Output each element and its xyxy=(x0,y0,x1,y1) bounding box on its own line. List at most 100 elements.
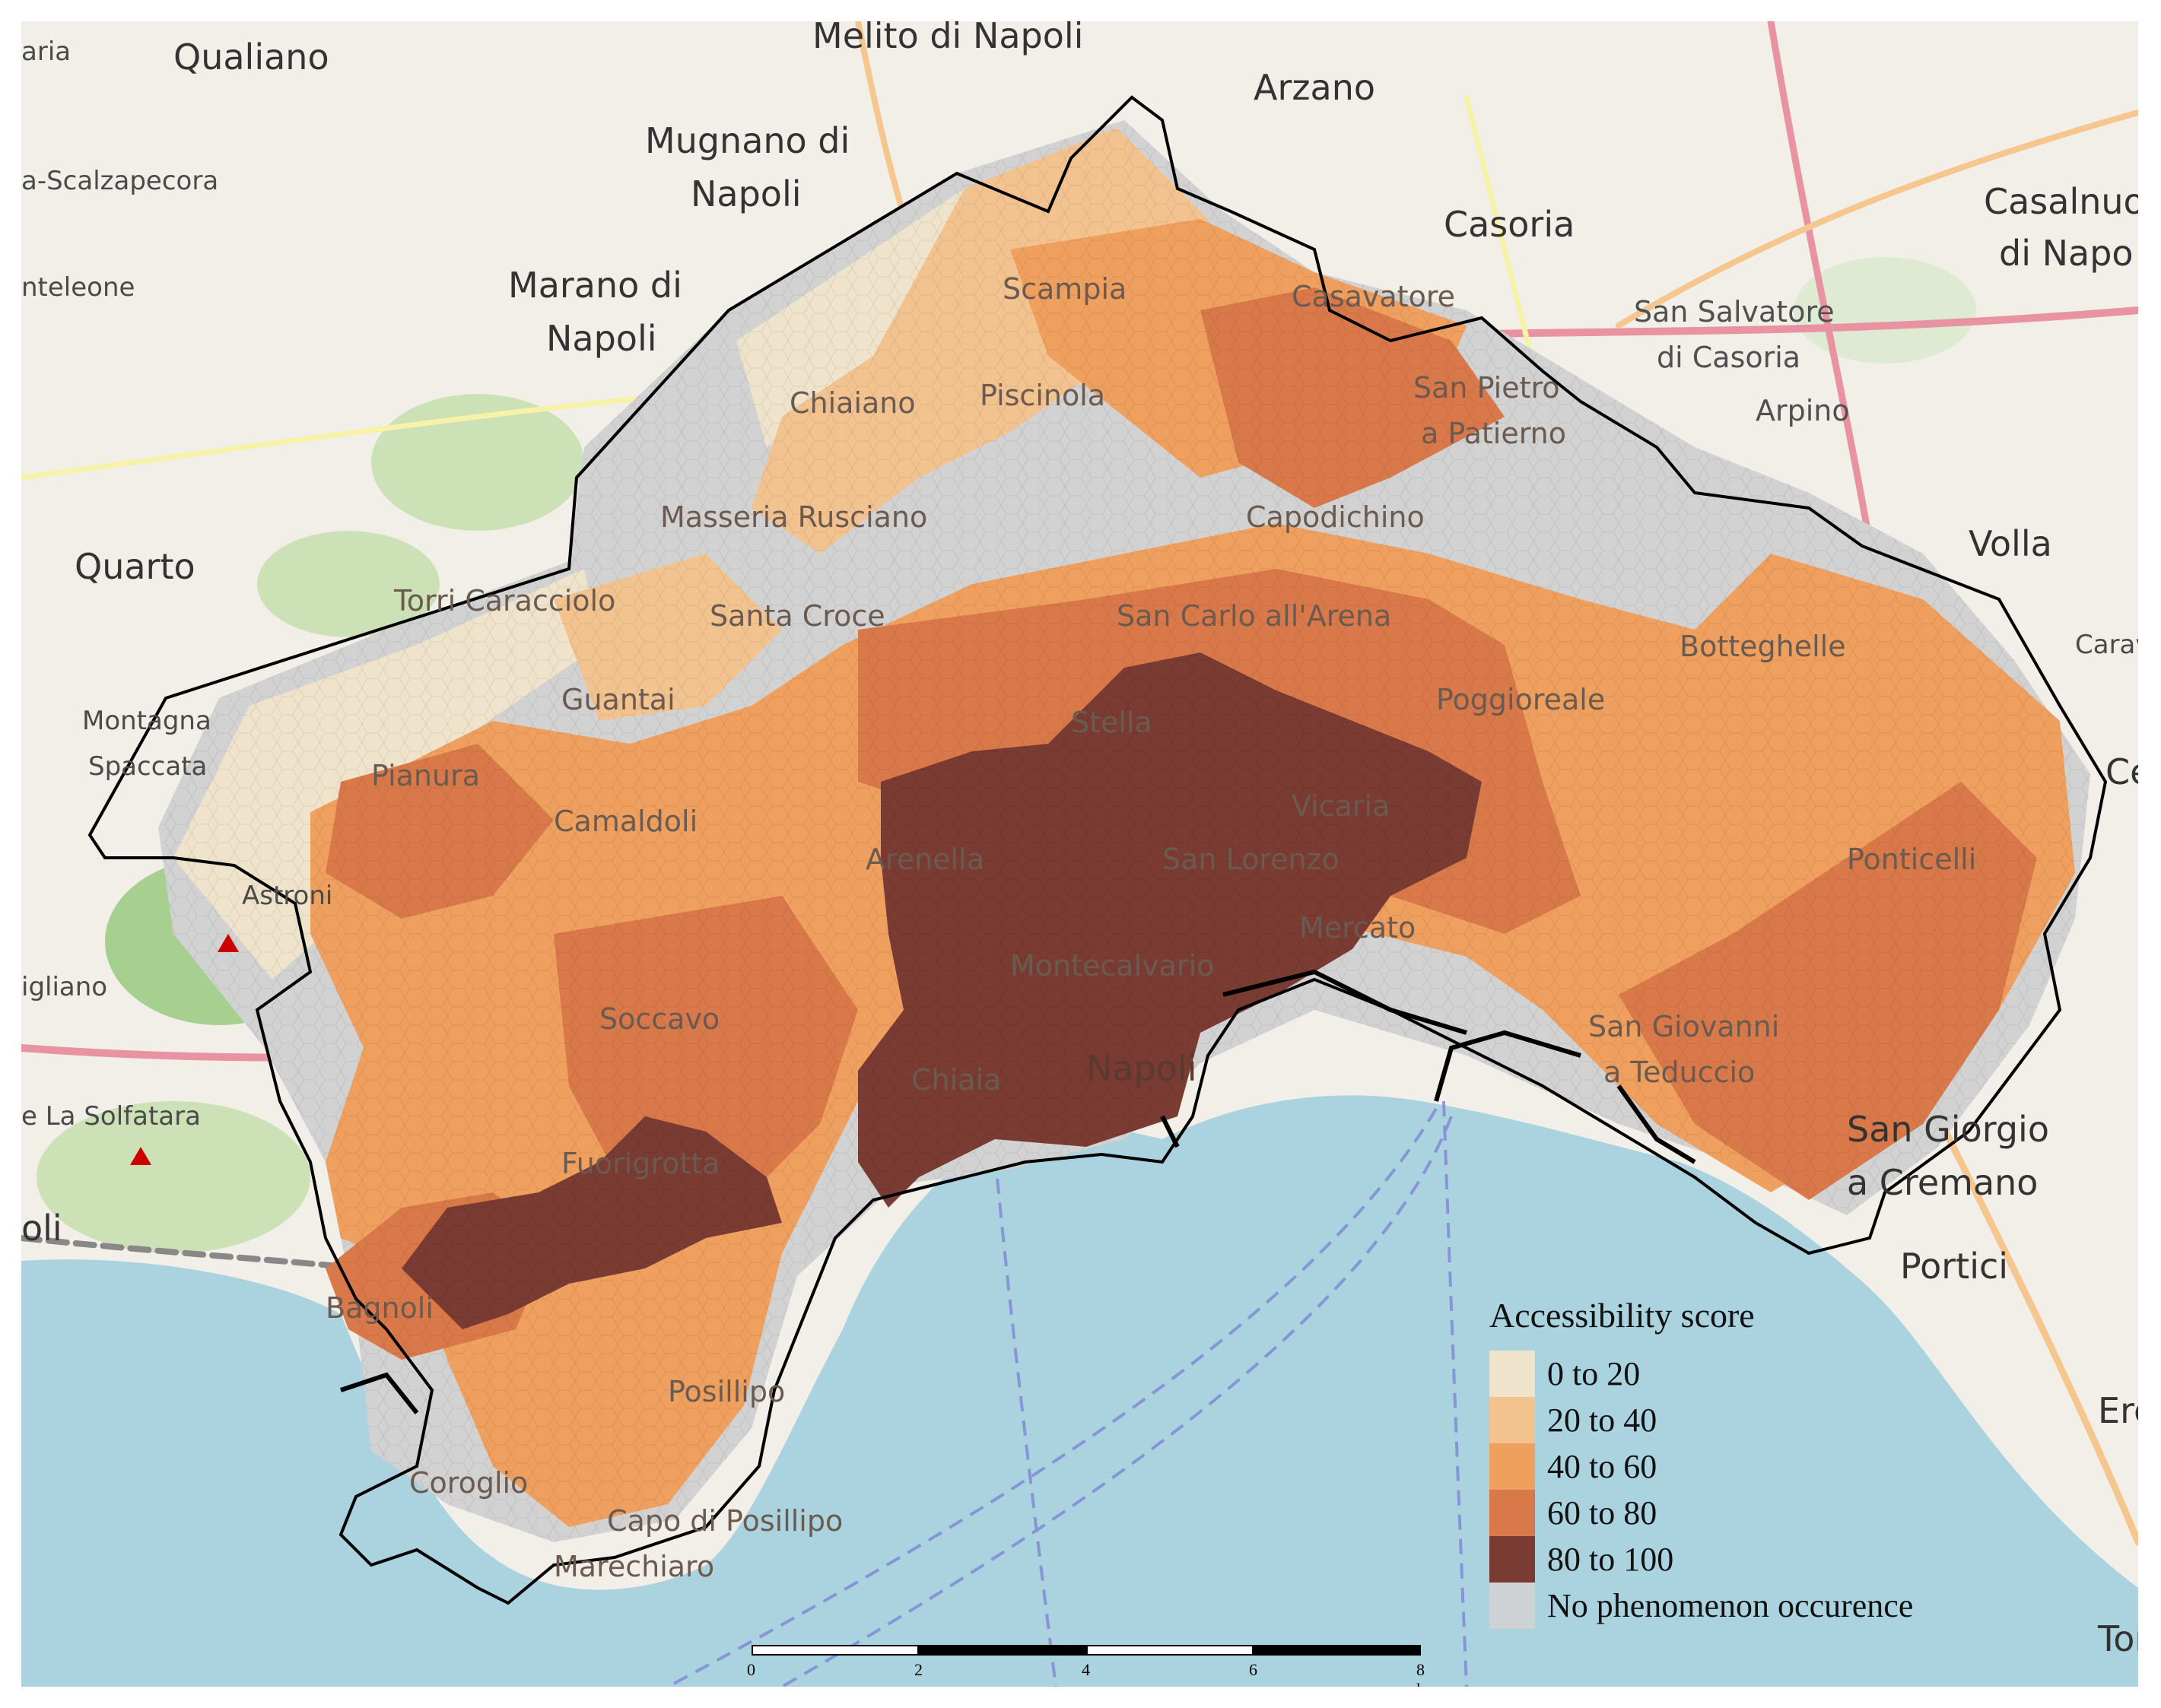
district-label-soccavo: Soccavo xyxy=(599,1002,720,1036)
astroni-volcano-icon xyxy=(218,934,239,952)
place-label-caravi: Caravi xyxy=(2075,630,2138,660)
district-label-posillipo: Posillipo xyxy=(668,1375,786,1408)
district-label-sancarlo: San Carlo all'Arena xyxy=(1117,599,1392,633)
district-label-stella: Stella xyxy=(1071,706,1152,739)
place-label-casalnuovo-2: di Napo xyxy=(1999,233,2134,274)
legend-item: 0 to 20 xyxy=(1489,1351,1913,1397)
place-label-erc: Erc xyxy=(2098,1390,2138,1431)
volcano-markers xyxy=(130,934,239,1165)
district-label-sangiovanni: San Giovanni xyxy=(1588,1010,1780,1043)
place-label-mugnano: Mugnano di xyxy=(645,120,850,161)
legend-item: 40 to 60 xyxy=(1489,1443,1913,1490)
place-label-astroni: Astroni xyxy=(242,881,333,911)
district-label-ponticelli: Ponticelli xyxy=(1847,843,1977,876)
district-label-napoli: Napoli xyxy=(1086,1048,1197,1089)
scale-segment xyxy=(752,1645,919,1656)
accessibility-zones xyxy=(158,120,2090,1542)
legend-swatch xyxy=(1489,1583,1535,1629)
legend-label: 80 to 100 xyxy=(1547,1541,1674,1578)
place-label-casoria: Casoria xyxy=(1444,204,1575,245)
district-label-chiaia: Chiaia xyxy=(911,1063,1002,1097)
legend-item: 80 to 100 xyxy=(1489,1536,1913,1583)
place-label-igliano: igliano xyxy=(21,972,108,1002)
solfatara-volcano-icon xyxy=(130,1147,151,1165)
legend-swatch xyxy=(1489,1536,1535,1583)
district-label-piscinola: Piscinola xyxy=(980,379,1106,412)
map-frame[interactable]: Qualiano Melito di Napoli Arzano Mugnano… xyxy=(21,21,2138,1687)
legend-swatch xyxy=(1489,1351,1535,1397)
district-label-poggioreale: Poggioreale xyxy=(1436,683,1606,716)
legend-item: 20 to 40 xyxy=(1489,1397,1913,1443)
district-label-camaldoli: Camaldoli xyxy=(554,805,698,838)
place-label-spaccata: Spaccata xyxy=(88,751,208,782)
scale-tick: 6 xyxy=(1249,1660,1257,1679)
place-label-teleone: nteleone xyxy=(21,272,135,303)
scale-tick: 0 xyxy=(747,1660,755,1679)
place-label-tor: Tor xyxy=(2098,1618,2138,1659)
ferry-routes xyxy=(667,1100,1468,1687)
legend-label: 40 to 60 xyxy=(1547,1448,1657,1485)
scale-segment xyxy=(1086,1645,1254,1656)
scale-bar: 0 2 4 6 8 km xyxy=(747,1645,1438,1687)
district-label-coroglio: Coroglio xyxy=(409,1466,529,1500)
place-label-melito: Melito di Napoli xyxy=(812,21,1084,56)
district-label-arenella: Arenella xyxy=(866,843,985,876)
district-label-fuorigrotta: Fuorigrotta xyxy=(561,1147,720,1180)
district-label-santacroce: Santa Croce xyxy=(710,599,885,633)
district-label-bagnoli: Bagnoli xyxy=(326,1291,434,1325)
place-label-volla: Volla xyxy=(1969,523,2052,564)
district-label-sanlorenzo: San Lorenzo xyxy=(1162,843,1340,876)
place-label-oli: oli xyxy=(21,1208,62,1249)
district-label-capodichino: Capodichino xyxy=(1246,500,1425,534)
district-label-sangiorgio: San Giorgio xyxy=(1847,1109,2049,1150)
district-label-guantai: Guantai xyxy=(561,683,675,716)
legend-swatch xyxy=(1489,1443,1535,1490)
place-label-sansalvatore: San Salvatore xyxy=(1634,295,1835,329)
district-label-torricaracciolo: Torri Caracciolo xyxy=(394,584,616,617)
district-label-chiaiano: Chiaiano xyxy=(790,386,916,420)
legend-swatch xyxy=(1489,1397,1535,1443)
legend-label: 20 to 40 xyxy=(1547,1402,1657,1439)
district-label-apaterno: a Patierno xyxy=(1421,417,1566,450)
district-label-cremano: a Cremano xyxy=(1847,1162,2039,1203)
place-label-qualiano: Qualiano xyxy=(173,37,329,78)
district-label-mercato: Mercato xyxy=(1299,911,1416,944)
place-label-aria: aria xyxy=(21,37,72,67)
district-label-scampia: Scampia xyxy=(1003,272,1127,306)
legend-swatch xyxy=(1489,1490,1535,1536)
legend-label: 0 to 20 xyxy=(1547,1355,1641,1392)
district-label-sanpietro: San Pietro xyxy=(1413,371,1560,405)
port-piers xyxy=(340,969,1696,1414)
legend-item: No phenomenon occurence xyxy=(1489,1583,1913,1629)
map-canvas xyxy=(21,21,2138,1687)
city-boundary xyxy=(87,95,2108,1605)
scale-segment xyxy=(919,1645,1086,1656)
place-label-cer: Cer xyxy=(2105,751,2138,792)
district-label-marechiaro: Marechiaro xyxy=(554,1550,715,1583)
place-label-scalzapecora: a-Scalzapecora xyxy=(21,166,219,196)
place-label-casalnuovo: Casalnuo xyxy=(1984,181,2138,222)
legend-label: No phenomenon occurence xyxy=(1547,1587,1914,1624)
legend: Accessibility score 0 to 20 20 to 40 40 … xyxy=(1489,1295,1913,1629)
place-label-quarto: Quarto xyxy=(75,546,195,587)
place-label-portici: Portici xyxy=(1900,1246,2009,1287)
scale-segment xyxy=(1254,1645,1421,1656)
district-label-montecalvario: Montecalvario xyxy=(1010,949,1215,983)
district-label-pianura: Pianura xyxy=(371,759,481,792)
district-label-vicaria: Vicaria xyxy=(1292,789,1390,823)
legend-item: 60 to 80 xyxy=(1489,1490,1913,1536)
place-label-arzano: Arzano xyxy=(1254,67,1376,108)
scale-tick: 8 km xyxy=(1416,1660,1438,1687)
place-label-marano-2: Napoli xyxy=(546,318,657,359)
district-label-casavatore: Casavatore xyxy=(1292,280,1455,313)
place-label-montagna: Montagna xyxy=(82,706,211,736)
district-label-masseria: Masseria Rusciano xyxy=(660,500,928,534)
scale-tick: 2 xyxy=(914,1660,923,1679)
sea xyxy=(21,1095,2138,1687)
legend-label: 60 to 80 xyxy=(1547,1494,1657,1532)
place-label-solfatara: e La Solfatara xyxy=(21,1101,201,1132)
place-label-arpino: Arpino xyxy=(1756,394,1850,427)
district-label-botteghelle: Botteghelle xyxy=(1680,630,1846,663)
place-label-marano: Marano di xyxy=(508,265,682,306)
scale-tick: 4 xyxy=(1082,1660,1090,1679)
